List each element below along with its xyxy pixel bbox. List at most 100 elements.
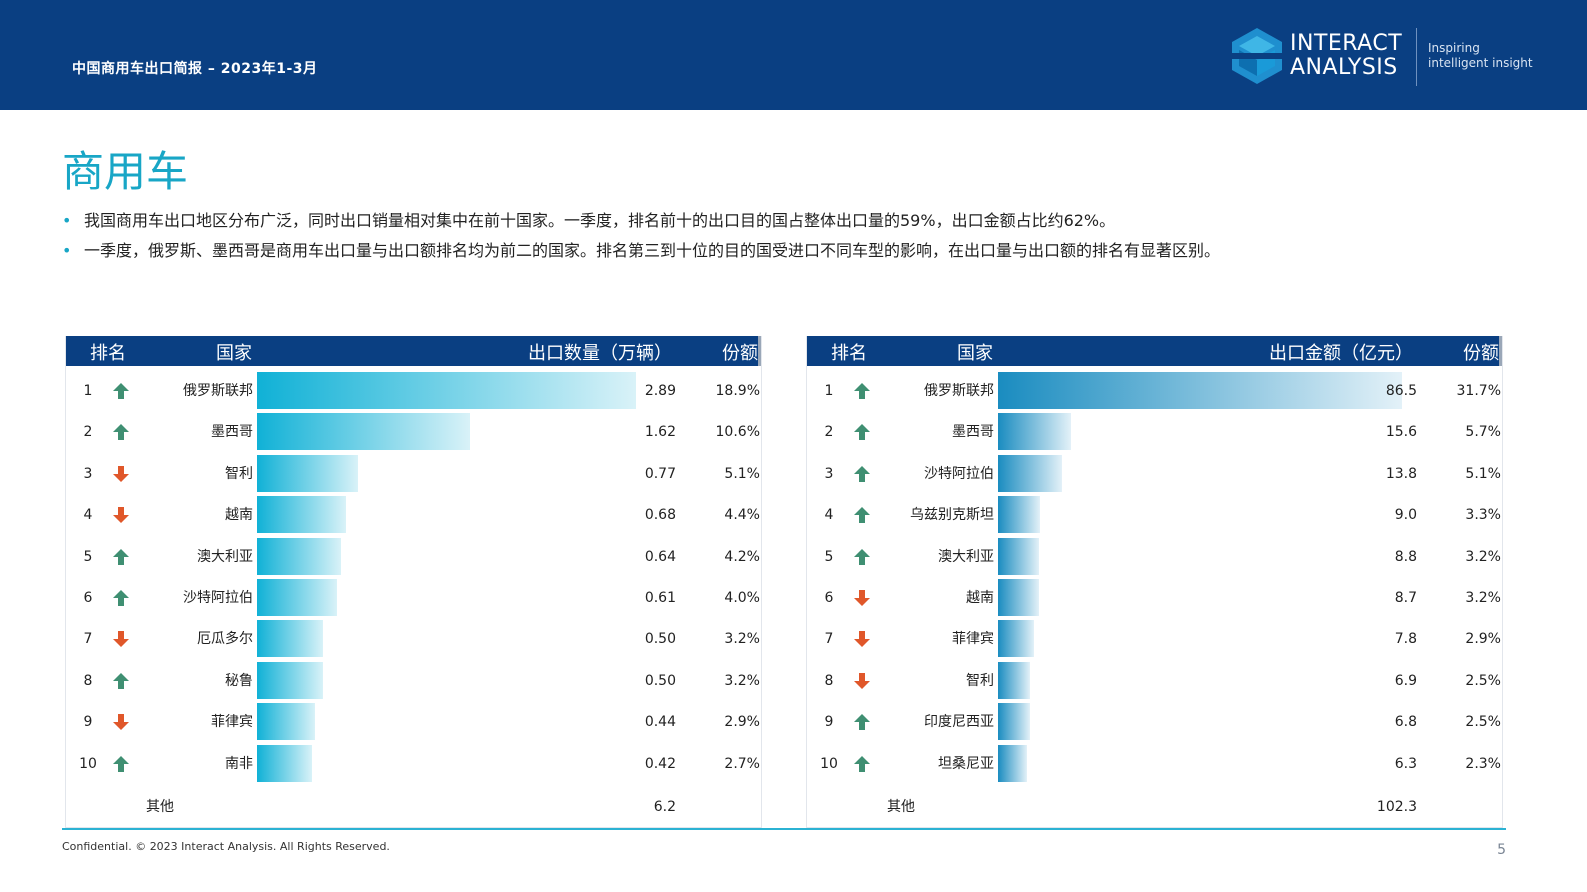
header-share: 份额 bbox=[1463, 343, 1499, 364]
bullet-dot-icon: • bbox=[62, 211, 72, 230]
bullet-text: 我国商用车出口地区分布广泛，同时出口销量相对集中在前十国家。一季度，排名前十的出… bbox=[84, 211, 1116, 230]
share-label: 3.2% bbox=[724, 672, 760, 689]
summary-bullets: • 我国商用车出口地区分布广泛，同时出口销量相对集中在前十国家。一季度，排名前十… bbox=[62, 206, 1522, 266]
rank-label: 4 bbox=[83, 507, 93, 524]
bar-mark bbox=[257, 579, 338, 616]
table-row: 7 厄瓜多尔 0.50 3.2% bbox=[66, 619, 763, 659]
value-label: 7.8 bbox=[1394, 631, 1417, 648]
table-row: 5 澳大利亚 8.8 3.2% bbox=[807, 537, 1504, 577]
value-label: 6.3 bbox=[1394, 755, 1417, 772]
share-label: 3.3% bbox=[1465, 507, 1501, 524]
other-value: 6.2 bbox=[653, 799, 676, 815]
share-label: 5.7% bbox=[1465, 424, 1501, 441]
country-label: 墨西哥 bbox=[952, 424, 994, 441]
share-label: 18.9% bbox=[715, 383, 760, 399]
value-label: 15.6 bbox=[1385, 424, 1417, 441]
rank-label: 9 bbox=[824, 714, 834, 731]
value-label: 0.50 bbox=[644, 631, 676, 648]
country-label: 澳大利亚 bbox=[197, 548, 253, 565]
bullet-item: • 我国商用车出口地区分布广泛，同时出口销量相对集中在前十国家。一季度，排名前十… bbox=[62, 206, 1522, 236]
rank-label: 2 bbox=[824, 424, 834, 441]
country-label: 俄罗斯联邦 bbox=[183, 383, 253, 399]
rank-label: 1 bbox=[824, 383, 834, 399]
tagline-line-2: intelligent insight bbox=[1428, 56, 1533, 70]
country-label: 沙特阿拉伯 bbox=[924, 465, 994, 482]
bar-mark bbox=[998, 496, 1040, 534]
country-label: 澳大利亚 bbox=[938, 548, 994, 565]
value-label: 0.77 bbox=[644, 465, 676, 482]
bar-mark bbox=[257, 661, 323, 699]
value-label: 6.9 bbox=[1394, 672, 1417, 689]
bar-mark bbox=[257, 496, 347, 534]
arrow-up-icon bbox=[113, 548, 129, 565]
table-row: 2 墨西哥 15.6 5.7% bbox=[807, 412, 1504, 452]
table-row: 8 智利 6.9 2.5% bbox=[807, 661, 1504, 701]
country-label: 越南 bbox=[225, 507, 253, 524]
bar-mark bbox=[257, 537, 341, 575]
value-label: 0.44 bbox=[644, 714, 676, 731]
top-banner: 中国商用车出口简报 – 2023年1-3月 INTERACT ANALYSIS … bbox=[0, 0, 1587, 110]
company-logo: INTERACT ANALYSIS Inspiring intelligent … bbox=[1228, 26, 1548, 86]
arrow-up-icon bbox=[854, 714, 870, 731]
arrow-up-icon bbox=[113, 755, 129, 772]
country-label: 乌兹别克斯坦 bbox=[910, 507, 994, 524]
table-row: 5 澳大利亚 0.64 4.2% bbox=[66, 537, 763, 577]
value-label: 0.42 bbox=[644, 755, 676, 772]
logo-line-2: ANALYSIS bbox=[1290, 55, 1398, 80]
arrow-up-icon bbox=[854, 424, 870, 441]
header-value: 出口金额（亿元） bbox=[1269, 343, 1413, 364]
bar-mark bbox=[998, 413, 1071, 451]
table-row: 8 秘鲁 0.50 3.2% bbox=[66, 661, 763, 701]
arrow-up-icon bbox=[113, 383, 129, 399]
bar-mark bbox=[257, 620, 323, 658]
country-label: 智利 bbox=[966, 672, 994, 689]
country-label: 厄瓜多尔 bbox=[197, 631, 253, 648]
rank-label: 1 bbox=[83, 383, 93, 399]
arrow-down-icon bbox=[113, 631, 129, 648]
share-label: 2.9% bbox=[1465, 631, 1501, 648]
bar-mark bbox=[998, 537, 1040, 575]
bar-mark bbox=[998, 454, 1063, 492]
rank-label: 6 bbox=[83, 590, 93, 606]
share-label: 2.5% bbox=[1465, 714, 1501, 731]
rank-label: 3 bbox=[83, 465, 93, 482]
rank-label: 8 bbox=[83, 672, 93, 689]
arrow-up-icon bbox=[113, 672, 129, 689]
footer-divider bbox=[62, 828, 1506, 830]
table-row: 3 沙特阿拉伯 13.8 5.1% bbox=[807, 454, 1504, 494]
table-row: 2 墨西哥 1.62 10.6% bbox=[66, 412, 763, 452]
arrow-up-icon bbox=[854, 507, 870, 524]
share-label: 3.2% bbox=[1465, 590, 1501, 606]
rank-label: 10 bbox=[820, 755, 838, 772]
share-label: 3.2% bbox=[1465, 548, 1501, 565]
country-label: 菲律宾 bbox=[211, 714, 253, 731]
logo-mark-icon bbox=[1232, 28, 1282, 84]
header-country: 国家 bbox=[957, 343, 993, 364]
other-label: 其他 bbox=[146, 799, 174, 815]
value-label: 9.0 bbox=[1394, 507, 1417, 524]
page-title: 商用车 bbox=[62, 147, 189, 196]
arrow-down-icon bbox=[113, 714, 129, 731]
value-label: 0.64 bbox=[644, 548, 676, 565]
arrow-down-icon bbox=[854, 631, 870, 648]
share-label: 4.2% bbox=[724, 548, 760, 565]
value-label: 13.8 bbox=[1385, 465, 1417, 482]
logo-tagline: Inspiring intelligent insight bbox=[1428, 41, 1533, 71]
rank-label: 5 bbox=[83, 548, 93, 565]
value-label: 0.50 bbox=[644, 672, 676, 689]
arrow-down-icon bbox=[854, 590, 870, 606]
rank-label: 5 bbox=[824, 548, 834, 565]
share-label: 10.6% bbox=[715, 424, 760, 441]
table-row: 1 俄罗斯联邦 86.5 31.7% bbox=[807, 371, 1504, 411]
other-value: 102.3 bbox=[1376, 799, 1417, 815]
country-label: 沙特阿拉伯 bbox=[183, 590, 253, 606]
bar-mark bbox=[257, 454, 359, 492]
bar-mark bbox=[257, 703, 315, 741]
share-label: 2.3% bbox=[1465, 755, 1501, 772]
rank-label: 7 bbox=[83, 631, 93, 648]
rank-label: 6 bbox=[824, 590, 834, 606]
arrow-up-icon bbox=[854, 755, 870, 772]
rank-label: 3 bbox=[824, 465, 834, 482]
bar-mark bbox=[257, 413, 470, 451]
table-row: 10 南非 0.42 2.7% bbox=[66, 744, 763, 784]
